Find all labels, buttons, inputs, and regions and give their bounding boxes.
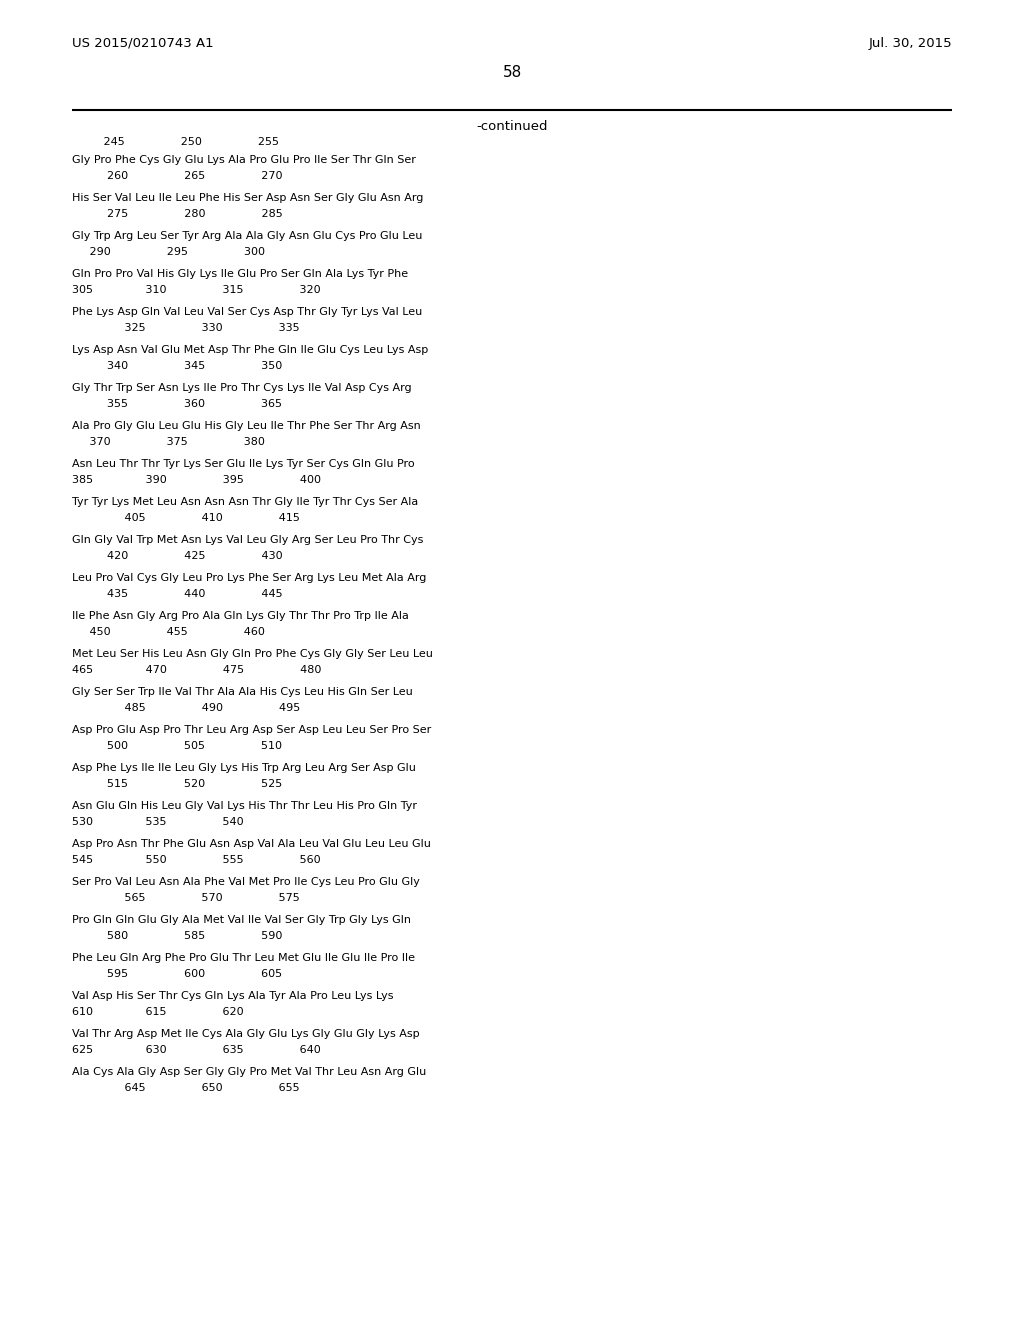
Text: 58: 58	[503, 65, 521, 81]
Text: Val Asp His Ser Thr Cys Gln Lys Ala Tyr Ala Pro Leu Lys Lys: Val Asp His Ser Thr Cys Gln Lys Ala Tyr …	[72, 991, 393, 1001]
Text: 420                425                430: 420 425 430	[72, 550, 283, 561]
Text: 465               470                475                480: 465 470 475 480	[72, 665, 322, 675]
Text: Ala Cys Ala Gly Asp Ser Gly Gly Pro Met Val Thr Leu Asn Arg Glu: Ala Cys Ala Gly Asp Ser Gly Gly Pro Met …	[72, 1067, 426, 1077]
Text: Leu Pro Val Cys Gly Leu Pro Lys Phe Ser Arg Lys Leu Met Ala Arg: Leu Pro Val Cys Gly Leu Pro Lys Phe Ser …	[72, 573, 426, 583]
Text: Gln Pro Pro Val His Gly Lys Ile Glu Pro Ser Gln Ala Lys Tyr Phe: Gln Pro Pro Val His Gly Lys Ile Glu Pro …	[72, 269, 409, 279]
Text: Asn Leu Thr Thr Tyr Lys Ser Glu Ile Lys Tyr Ser Cys Gln Glu Pro: Asn Leu Thr Thr Tyr Lys Ser Glu Ile Lys …	[72, 459, 415, 469]
Text: Asp Phe Lys Ile Ile Leu Gly Lys His Trp Arg Leu Arg Ser Asp Glu: Asp Phe Lys Ile Ile Leu Gly Lys His Trp …	[72, 763, 416, 774]
Text: 305               310                315                320: 305 310 315 320	[72, 285, 321, 294]
Text: 530               535                540: 530 535 540	[72, 817, 244, 828]
Text: Ser Pro Val Leu Asn Ala Phe Val Met Pro Ile Cys Leu Pro Glu Gly: Ser Pro Val Leu Asn Ala Phe Val Met Pro …	[72, 876, 420, 887]
Text: Gly Thr Trp Ser Asn Lys Ile Pro Thr Cys Lys Ile Val Asp Cys Arg: Gly Thr Trp Ser Asn Lys Ile Pro Thr Cys …	[72, 383, 412, 393]
Text: 290                295                300: 290 295 300	[72, 247, 265, 257]
Text: Pro Gln Gln Glu Gly Ala Met Val Ile Val Ser Gly Trp Gly Lys Gln: Pro Gln Gln Glu Gly Ala Met Val Ile Val …	[72, 915, 411, 925]
Text: Gly Ser Ser Trp Ile Val Thr Ala Ala His Cys Leu His Gln Ser Leu: Gly Ser Ser Trp Ile Val Thr Ala Ala His …	[72, 686, 413, 697]
Text: 580                585                590: 580 585 590	[72, 931, 283, 941]
Text: 385               390                395                400: 385 390 395 400	[72, 475, 321, 484]
Text: 565                570                575: 565 570 575	[72, 894, 300, 903]
Text: Ile Phe Asn Gly Arg Pro Ala Gln Lys Gly Thr Thr Pro Trp Ile Ala: Ile Phe Asn Gly Arg Pro Ala Gln Lys Gly …	[72, 611, 409, 620]
Text: 625               630                635                640: 625 630 635 640	[72, 1045, 321, 1055]
Text: Asp Pro Asn Thr Phe Glu Asn Asp Val Ala Leu Val Glu Leu Leu Glu: Asp Pro Asn Thr Phe Glu Asn Asp Val Ala …	[72, 840, 431, 849]
Text: 355                360                365: 355 360 365	[72, 399, 282, 409]
Text: 485                490                495: 485 490 495	[72, 704, 300, 713]
Text: 405                410                415: 405 410 415	[72, 513, 300, 523]
Text: Ala Pro Gly Glu Leu Glu His Gly Leu Ile Thr Phe Ser Thr Arg Asn: Ala Pro Gly Glu Leu Glu His Gly Leu Ile …	[72, 421, 421, 432]
Text: Phe Leu Gln Arg Phe Pro Glu Thr Leu Met Glu Ile Glu Ile Pro Ile: Phe Leu Gln Arg Phe Pro Glu Thr Leu Met …	[72, 953, 415, 964]
Text: 275                280                285: 275 280 285	[72, 209, 283, 219]
Text: 260                265                270: 260 265 270	[72, 172, 283, 181]
Text: Jul. 30, 2015: Jul. 30, 2015	[868, 37, 952, 50]
Text: 370                375                380: 370 375 380	[72, 437, 265, 447]
Text: 595                600                605: 595 600 605	[72, 969, 283, 979]
Text: 435                440                445: 435 440 445	[72, 589, 283, 599]
Text: Gly Trp Arg Leu Ser Tyr Arg Ala Ala Gly Asn Glu Cys Pro Glu Leu: Gly Trp Arg Leu Ser Tyr Arg Ala Ala Gly …	[72, 231, 422, 242]
Text: 645                650                655: 645 650 655	[72, 1082, 300, 1093]
Text: Val Thr Arg Asp Met Ile Cys Ala Gly Glu Lys Gly Glu Gly Lys Asp: Val Thr Arg Asp Met Ile Cys Ala Gly Glu …	[72, 1030, 420, 1039]
Text: 545               550                555                560: 545 550 555 560	[72, 855, 321, 865]
Text: -continued: -continued	[476, 120, 548, 133]
Text: 340                345                350: 340 345 350	[72, 360, 283, 371]
Text: US 2015/0210743 A1: US 2015/0210743 A1	[72, 37, 214, 50]
Text: Met Leu Ser His Leu Asn Gly Gln Pro Phe Cys Gly Gly Ser Leu Leu: Met Leu Ser His Leu Asn Gly Gln Pro Phe …	[72, 649, 433, 659]
Text: 500                505                510: 500 505 510	[72, 741, 282, 751]
Text: Lys Asp Asn Val Glu Met Asp Thr Phe Gln Ile Glu Cys Leu Lys Asp: Lys Asp Asn Val Glu Met Asp Thr Phe Gln …	[72, 345, 428, 355]
Text: Gln Gly Val Trp Met Asn Lys Val Leu Gly Arg Ser Leu Pro Thr Cys: Gln Gly Val Trp Met Asn Lys Val Leu Gly …	[72, 535, 423, 545]
Text: 450                455                460: 450 455 460	[72, 627, 265, 638]
Text: 245                250                255: 245 250 255	[72, 137, 279, 147]
Text: 515                520                525: 515 520 525	[72, 779, 283, 789]
Text: 325                330                335: 325 330 335	[72, 323, 300, 333]
Text: Gly Pro Phe Cys Gly Glu Lys Ala Pro Glu Pro Ile Ser Thr Gln Ser: Gly Pro Phe Cys Gly Glu Lys Ala Pro Glu …	[72, 154, 416, 165]
Text: Tyr Tyr Lys Met Leu Asn Asn Asn Thr Gly Ile Tyr Thr Cys Ser Ala: Tyr Tyr Lys Met Leu Asn Asn Asn Thr Gly …	[72, 498, 418, 507]
Text: Phe Lys Asp Gln Val Leu Val Ser Cys Asp Thr Gly Tyr Lys Val Leu: Phe Lys Asp Gln Val Leu Val Ser Cys Asp …	[72, 308, 422, 317]
Text: His Ser Val Leu Ile Leu Phe His Ser Asp Asn Ser Gly Glu Asn Arg: His Ser Val Leu Ile Leu Phe His Ser Asp …	[72, 193, 423, 203]
Text: 610               615                620: 610 615 620	[72, 1007, 244, 1016]
Text: Asn Glu Gln His Leu Gly Val Lys His Thr Thr Leu His Pro Gln Tyr: Asn Glu Gln His Leu Gly Val Lys His Thr …	[72, 801, 417, 810]
Text: Asp Pro Glu Asp Pro Thr Leu Arg Asp Ser Asp Leu Leu Ser Pro Ser: Asp Pro Glu Asp Pro Thr Leu Arg Asp Ser …	[72, 725, 431, 735]
